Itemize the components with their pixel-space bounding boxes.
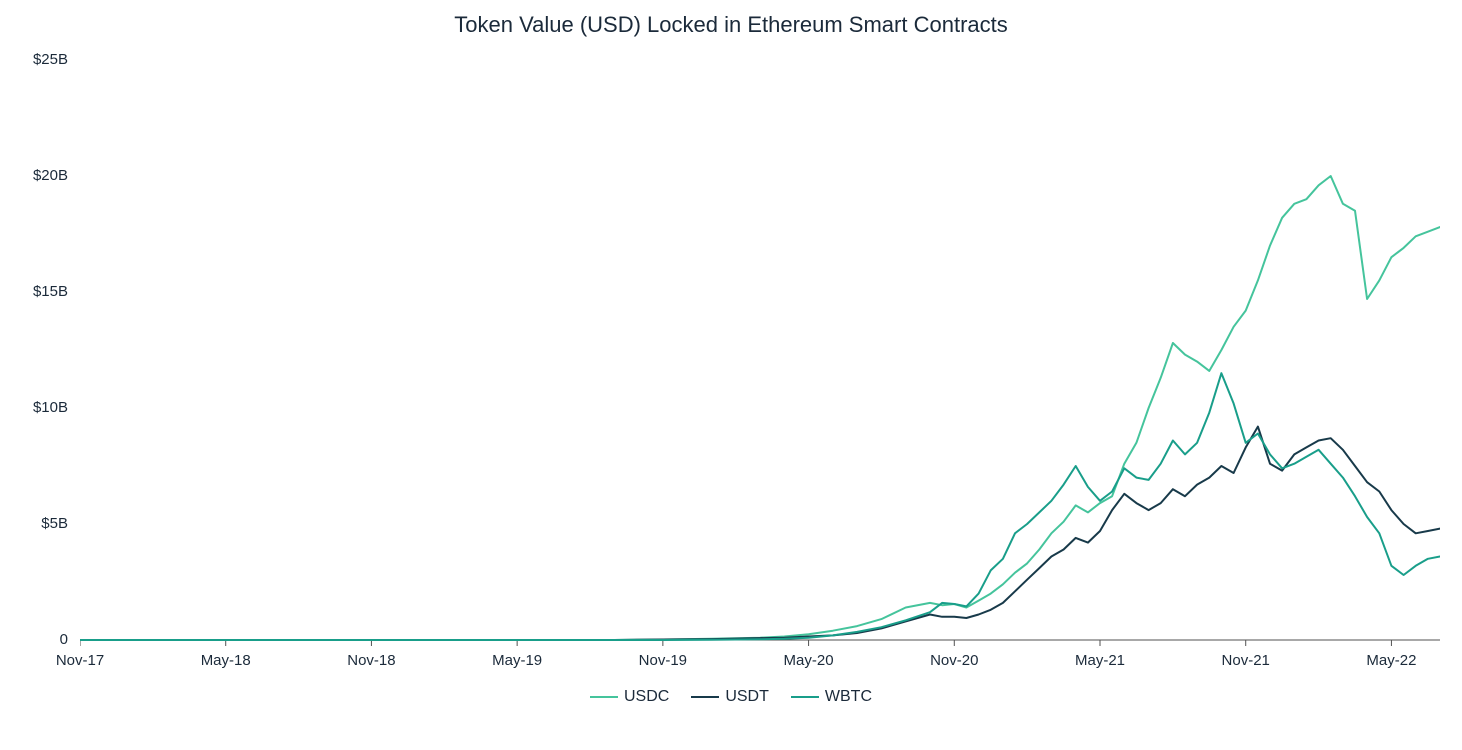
legend-swatch-usdc: [590, 696, 618, 698]
x-axis-label: May-18: [201, 652, 251, 669]
x-axis-label: May-21: [1075, 652, 1125, 669]
y-axis-label: $25B: [0, 51, 68, 68]
legend-label: WBTC: [825, 688, 872, 706]
legend-swatch-usdt: [691, 696, 719, 698]
y-axis-label: $15B: [0, 283, 68, 300]
legend-item-usdc: USDC: [590, 688, 669, 706]
y-axis-label: $10B: [0, 399, 68, 416]
legend-label: USDC: [624, 688, 669, 706]
legend-label: USDT: [725, 688, 769, 706]
x-axis-label: Nov-20: [930, 652, 978, 669]
x-axis-label: Nov-17: [56, 652, 104, 669]
series-line-wbtc: [80, 373, 1440, 640]
y-axis-label: $5B: [0, 515, 68, 532]
legend-item-wbtc: WBTC: [791, 688, 872, 706]
series-line-usdt: [80, 427, 1440, 640]
chart-legend: USDC USDT WBTC: [0, 688, 1462, 706]
chart-plot-svg: [80, 60, 1440, 652]
legend-item-usdt: USDT: [691, 688, 769, 706]
y-axis-label: 0: [0, 631, 68, 648]
y-axis-label: $20B: [0, 167, 68, 184]
legend-swatch-wbtc: [791, 696, 819, 698]
x-axis-label: Nov-21: [1222, 652, 1270, 669]
token-value-chart: Token Value (USD) Locked in Ethereum Sma…: [0, 0, 1462, 750]
x-axis-label: Nov-18: [347, 652, 395, 669]
x-axis-label: May-19: [492, 652, 542, 669]
x-axis-label: May-20: [784, 652, 834, 669]
x-axis-label: May-22: [1366, 652, 1416, 669]
chart-title: Token Value (USD) Locked in Ethereum Sma…: [0, 12, 1462, 38]
x-axis-label: Nov-19: [639, 652, 687, 669]
